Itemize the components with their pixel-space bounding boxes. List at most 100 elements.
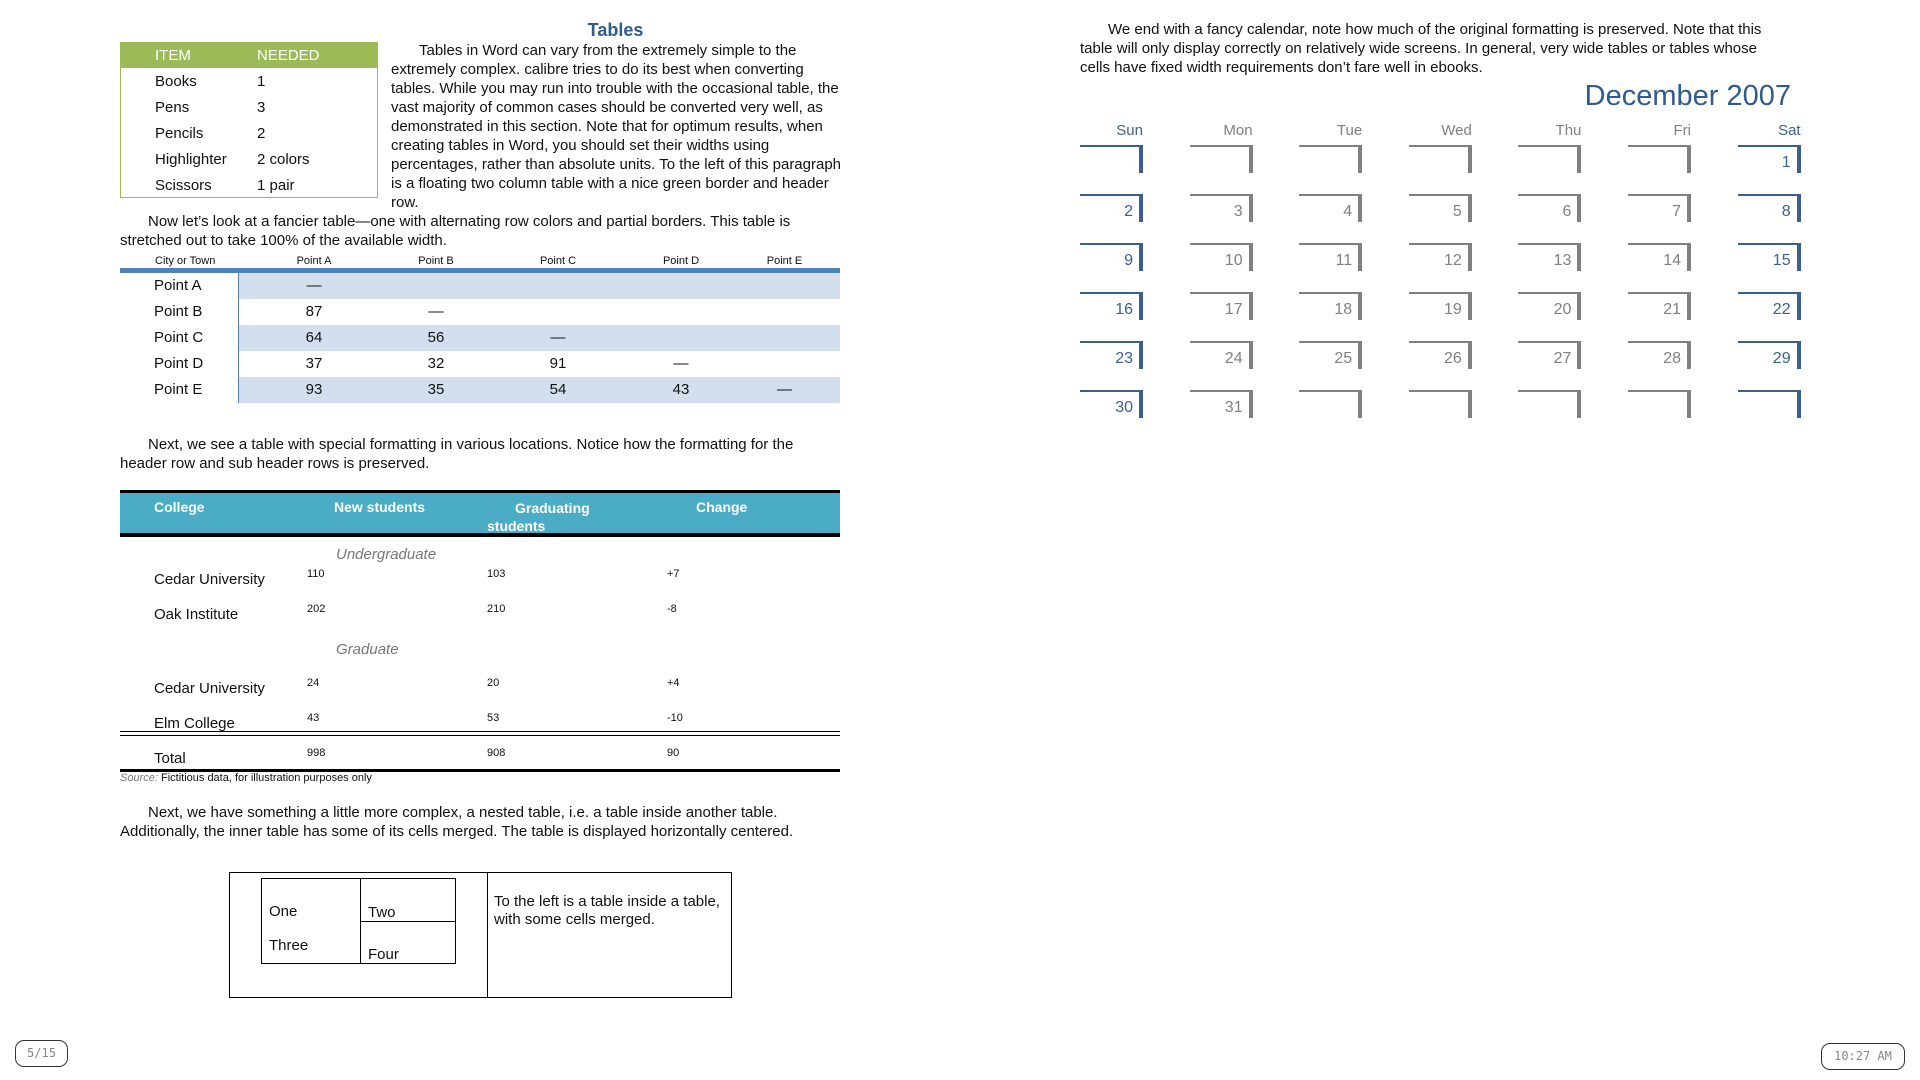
cell-three: Three — [269, 937, 309, 954]
college-row-cell: 202 — [307, 603, 326, 615]
item-name: Scissors — [155, 176, 212, 194]
calendar-day-cell: 25 — [1299, 341, 1363, 369]
outer-right-text: To the left is a table inside a table, w… — [494, 893, 720, 928]
calendar-day-cell: 16 — [1080, 292, 1143, 320]
distance-cell: 37 — [305, 355, 323, 372]
clock: 10:27 AM — [1821, 1043, 1905, 1070]
distance-cell — [633, 325, 729, 351]
header-change: Change — [696, 499, 748, 515]
college-row-cell: +4 — [667, 677, 680, 689]
day-header: Thu — [1555, 122, 1582, 139]
cell-one: One — [269, 903, 298, 920]
calendar-day-cell: 24 — [1189, 341, 1253, 369]
calendar-day-cell: 5 — [1408, 194, 1472, 222]
calendar-day-cell: 23 — [1080, 341, 1143, 369]
distance-cell — [729, 351, 840, 377]
green-table-row: Pens 3 — [121, 94, 377, 120]
intro-paragraph: Tables in Word can vary from the extreme… — [391, 42, 842, 211]
source-text: Fictitious data, for illustration purpos… — [160, 772, 372, 784]
header-college: College — [154, 499, 205, 515]
row-label: Point A — [120, 273, 239, 299]
calendar-day-cell: 17 — [1189, 292, 1253, 320]
row-label: Point E — [120, 377, 239, 403]
page-indicator[interactable]: 5/15 — [15, 1040, 68, 1067]
calendar-day-cell: 2 — [1080, 194, 1143, 222]
column-header: Point A — [296, 254, 332, 267]
calendar-day-cell: 9 — [1080, 243, 1143, 271]
distance-cell: 64 — [305, 329, 323, 346]
college-row-cell: 110 — [307, 568, 325, 580]
calendar-day-cell — [1189, 145, 1253, 173]
distance-cell: 32 — [427, 355, 445, 372]
calendar-day-cell: 15 — [1737, 243, 1801, 271]
distance-cell — [483, 273, 633, 299]
row-label: Point D — [120, 351, 239, 377]
source-label: Source: — [120, 772, 158, 784]
college-row-cell: Elm College — [154, 715, 235, 732]
calendar-day-cell: 12 — [1408, 243, 1472, 271]
total-row-cell: 998 — [307, 747, 326, 759]
green-table-row: Books 1 — [121, 68, 377, 94]
outer-table: One Three Two Four To the left is a tabl… — [229, 872, 732, 998]
distance-cell: 54 — [549, 381, 567, 398]
column-header: Point B — [418, 254, 454, 267]
calendar-day-cell — [1518, 390, 1582, 418]
distance-cell — [633, 299, 729, 325]
day-header: Sun — [1116, 122, 1143, 139]
item-needed: 2 colors — [257, 150, 310, 168]
calendar-day-cell: 7 — [1628, 194, 1691, 222]
green-table-header: ITEM NEEDED — [121, 43, 377, 68]
distance-row: Point C 64 56 — — [120, 325, 840, 351]
calendar-day-cell — [1299, 390, 1363, 418]
item-name: Pencils — [155, 124, 204, 142]
college-row-cell: -10 — [667, 712, 683, 724]
calendar-day-cell — [1628, 390, 1691, 418]
calendar-day-cell — [1299, 145, 1363, 173]
distance-cell: 87 — [305, 303, 323, 320]
calendar-day-cell: 20 — [1518, 292, 1582, 320]
distance-cell: 91 — [549, 355, 567, 372]
college-row-cell: Cedar University — [154, 680, 265, 697]
distance-cell: — — [673, 355, 689, 372]
cell-four: Four — [368, 946, 399, 963]
item-needed: 1 — [257, 72, 266, 90]
calendar-day-cell: 1 — [1737, 145, 1801, 173]
calendar-day-cell: 29 — [1737, 341, 1801, 369]
day-header: Fri — [1673, 122, 1692, 139]
item-name: Highlighter — [155, 150, 227, 168]
item-needed: 2 — [257, 124, 266, 142]
calendar-day-cell: 22 — [1737, 292, 1801, 320]
calendar-day-cell: 30 — [1080, 390, 1143, 418]
college-row-cell: 24 — [307, 677, 320, 689]
green-table-row: Pencils 2 — [121, 120, 377, 146]
row-label: Point C — [120, 325, 239, 351]
special-format-paragraph: Next, we see a table with special format… — [120, 436, 794, 472]
total-row-cell: 908 — [487, 747, 506, 759]
total-row-cell: 90 — [667, 747, 680, 759]
calendar-day-cell: 21 — [1628, 292, 1691, 320]
distance-cell: 93 — [305, 381, 323, 398]
green-items-table: ITEM NEEDED Books 1 Pens 3 Pencils 2 Highlight… — [120, 42, 378, 198]
distance-table-header: City or Town Point A Point B Point C Point D… — [120, 253, 840, 273]
distance-cell: — — [550, 329, 566, 346]
college-row-cell: +7 — [667, 568, 680, 580]
calendar-day-cell: 6 — [1518, 194, 1582, 222]
college-row-cell: 20 — [487, 677, 500, 689]
college-row-cell: 53 — [487, 712, 500, 724]
calendar-paragraph: We end with a fancy calendar, note how m… — [1080, 21, 1762, 76]
nested-table-paragraph: Next, we have something a little more co… — [120, 804, 794, 840]
distance-row: Point B 87 — — [120, 299, 840, 325]
header-graduating-students: Graduating students — [487, 500, 590, 534]
college-row-cell: Oak Institute — [154, 606, 239, 623]
distance-cell — [483, 299, 633, 325]
college-table: College New students Graduating students… — [120, 490, 840, 772]
calendar-day-cell — [1408, 145, 1472, 173]
calendar-day-cell: 8 — [1737, 194, 1801, 222]
outer-divider — [487, 873, 488, 997]
header-item: ITEM — [155, 47, 191, 64]
college-row-cell: 210 — [487, 603, 506, 615]
distance-cell — [729, 325, 840, 351]
green-table-row: Scissors 1 pair — [121, 172, 377, 198]
college-row-cell: 43 — [307, 712, 320, 724]
distance-cell: — — [306, 277, 322, 294]
